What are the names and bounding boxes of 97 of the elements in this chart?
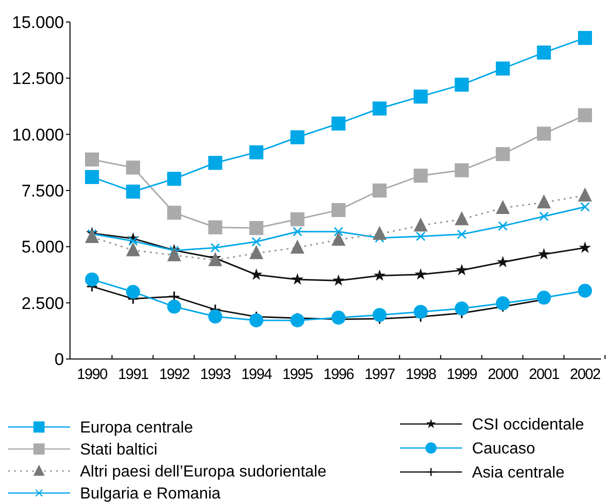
x-tick-label: 1994 (241, 366, 272, 383)
point (536, 194, 551, 208)
point (454, 163, 469, 178)
x-tick-label: 1995 (282, 366, 313, 383)
point (85, 272, 99, 286)
point (454, 301, 469, 316)
point (414, 304, 428, 319)
point (578, 187, 592, 202)
point (496, 200, 510, 214)
legend-label: Asia centrale (472, 464, 565, 482)
point (249, 313, 264, 328)
point (496, 62, 510, 76)
y-tick-label: 2.500 (21, 294, 64, 313)
x-tick-label: 1999 (446, 366, 478, 383)
point (496, 147, 510, 162)
point (290, 130, 304, 144)
point (290, 212, 304, 226)
point (290, 313, 304, 328)
point (372, 226, 387, 240)
point (538, 248, 550, 260)
point (167, 300, 182, 314)
x-tick-label: 1996 (323, 366, 354, 383)
point (208, 310, 222, 324)
point (291, 273, 304, 285)
point (334, 227, 344, 236)
point (126, 184, 140, 199)
x-tick-label: 1992 (159, 366, 190, 383)
point (208, 220, 222, 234)
point (414, 168, 428, 183)
point (416, 232, 426, 241)
x-tick-label: 1993 (200, 366, 231, 383)
point (332, 310, 346, 325)
point (249, 221, 264, 236)
point (372, 184, 387, 198)
legend-label: Altri paesi dell’Europa sudorientale (80, 464, 326, 481)
point (457, 230, 466, 239)
point (578, 108, 592, 122)
point (332, 203, 346, 218)
point (580, 202, 590, 212)
point (414, 218, 428, 232)
legend-label: Caucaso (472, 440, 536, 458)
point (85, 152, 99, 166)
y-tick-label: 7.500 (21, 181, 64, 200)
x-tick-label: 2000 (488, 366, 518, 383)
point (128, 236, 138, 246)
point (208, 252, 222, 266)
point (250, 268, 262, 280)
point (332, 274, 345, 286)
point (249, 145, 264, 160)
point (249, 245, 264, 260)
point (332, 232, 346, 246)
point (372, 101, 387, 116)
legend-label: CSI occidentale (472, 416, 584, 434)
x-tick-label: 1990 (76, 366, 108, 383)
point (252, 237, 261, 246)
point (578, 30, 592, 45)
point (167, 172, 182, 186)
point (126, 160, 140, 175)
point (85, 170, 99, 184)
point (414, 268, 427, 280)
point (536, 46, 551, 60)
point (454, 211, 469, 226)
point (374, 269, 386, 281)
point (578, 284, 592, 298)
y-tick-label: 0 (54, 350, 64, 369)
point (167, 206, 182, 220)
x-tick-label: 1997 (364, 366, 396, 383)
point (208, 156, 222, 170)
point (578, 241, 592, 253)
x-tick-label: 2002 (570, 366, 601, 383)
point (126, 284, 140, 299)
point (126, 242, 140, 256)
point (496, 256, 509, 268)
legend-label: Stati baltici (80, 442, 158, 459)
legend-label: Europa centrale (80, 420, 194, 437)
x-tick-label: 1991 (118, 366, 149, 383)
point (536, 290, 551, 305)
legend-label: Bulgaria e Romania (80, 486, 221, 503)
y-tick-label: 5.000 (21, 238, 64, 257)
point (210, 243, 220, 252)
point (498, 221, 508, 231)
x-tick-label: 2001 (528, 366, 560, 383)
point (539, 212, 549, 221)
point (85, 229, 99, 244)
y-tick-label: 12.500 (12, 69, 64, 88)
point (167, 247, 182, 262)
point (414, 90, 428, 104)
point (290, 240, 304, 254)
point (456, 264, 468, 276)
point (536, 126, 551, 141)
y-tick-label: 10.000 (12, 125, 64, 144)
x-tick-label: 1998 (406, 366, 436, 383)
point (454, 78, 469, 92)
point (332, 116, 346, 131)
point (292, 227, 302, 236)
y-tick-label: 15.000 (12, 12, 64, 32)
point (496, 296, 510, 310)
